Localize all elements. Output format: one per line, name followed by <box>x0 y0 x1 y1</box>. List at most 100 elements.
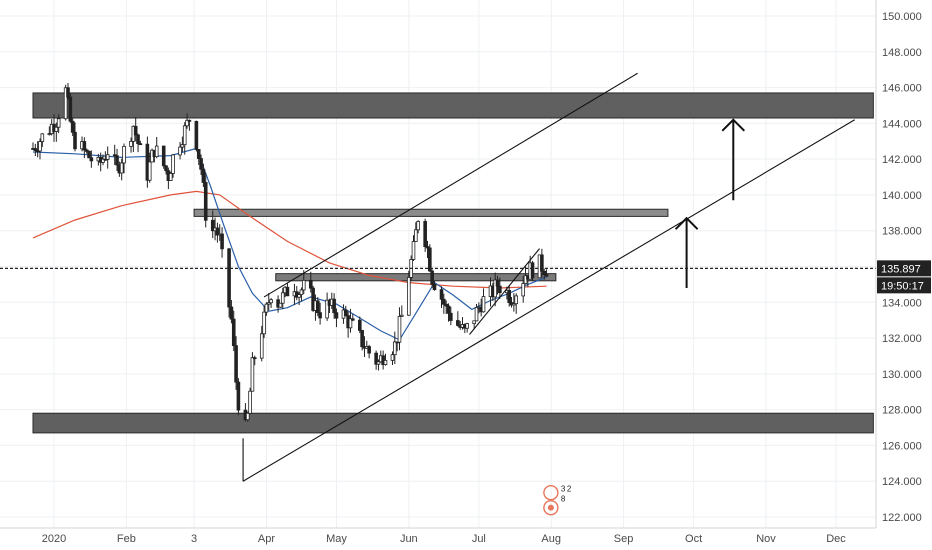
candle-up <box>40 133 45 142</box>
candle-down <box>425 246 430 249</box>
candle-down <box>308 279 313 289</box>
candle-up <box>407 277 411 316</box>
event-marker-icon: 3 28 <box>543 485 572 516</box>
y-tick-label: 142.000 <box>882 154 922 166</box>
x-tick-label: 2020 <box>42 533 66 545</box>
candle-up <box>278 302 283 308</box>
up-arrow <box>721 118 745 201</box>
candle-up <box>54 126 59 132</box>
candle-up <box>245 412 250 421</box>
candle-up <box>472 320 476 325</box>
arrow-head <box>721 118 745 132</box>
candle-up <box>147 161 152 181</box>
candle-down <box>133 125 138 136</box>
x-tick-label: Aug <box>541 533 561 545</box>
y-tick-label: 122.000 <box>882 512 922 524</box>
candle-down <box>318 312 322 319</box>
candle-down <box>332 298 336 314</box>
candle-down <box>315 300 320 314</box>
y-tick-label: 150.000 <box>882 11 922 23</box>
y-tick-label: 144.000 <box>882 118 922 130</box>
up-arrow <box>674 216 699 288</box>
y-tick-label: 132.000 <box>882 333 922 345</box>
y-tick-label: 134.000 <box>882 297 922 309</box>
trend-line <box>242 119 855 482</box>
event-ring-bottom <box>543 499 559 516</box>
candle-down <box>66 87 70 98</box>
candle-up <box>266 302 271 305</box>
candle-down <box>530 262 535 279</box>
y-tick-label: 140.000 <box>882 190 922 202</box>
candle-down <box>68 96 73 122</box>
y-tick-label: 146.000 <box>882 83 922 95</box>
y-tick-label: 128.000 <box>882 405 922 417</box>
ma-red-line <box>32 190 547 289</box>
event-badge-value: 8 <box>561 495 566 504</box>
candle-down <box>82 141 87 151</box>
candle-down <box>33 148 38 151</box>
zone-box <box>275 273 557 282</box>
candle-down <box>70 120 75 133</box>
candle-up <box>325 299 329 319</box>
candle-up <box>414 229 418 242</box>
candle-up <box>180 144 185 148</box>
candle-down <box>164 165 168 172</box>
candle-down <box>360 330 364 348</box>
candle-up <box>185 119 189 127</box>
y-tick-label: 130.000 <box>882 369 922 381</box>
candle-up <box>262 311 266 335</box>
candle-down <box>311 287 315 311</box>
candle-down <box>194 120 199 150</box>
candle-down <box>210 219 215 232</box>
price-badge-bg <box>877 260 931 277</box>
candle-down <box>428 247 432 272</box>
candle-up <box>264 303 269 313</box>
candle-down <box>201 168 206 183</box>
candle-up <box>400 314 404 317</box>
candle-down <box>203 182 208 221</box>
candle-down <box>343 309 348 317</box>
candles <box>31 82 549 422</box>
arrow-head <box>674 216 699 230</box>
trend-line <box>469 248 540 335</box>
event-badge-value: 2 <box>567 485 572 494</box>
candle-up <box>397 316 402 343</box>
candle-up <box>119 162 124 174</box>
candle-up <box>301 279 306 291</box>
candle-down <box>498 285 502 294</box>
candle-up <box>383 359 388 366</box>
candle-up <box>250 357 255 392</box>
zones <box>32 92 874 434</box>
x-tick-label: Jul <box>472 533 486 545</box>
candle-down <box>236 381 241 411</box>
y-tick-label: 126.000 <box>882 440 922 452</box>
candle-up <box>154 145 159 158</box>
x-tick-label: Apr <box>258 533 275 545</box>
candle-up <box>390 354 395 361</box>
candle-up <box>105 154 110 160</box>
candle-down <box>507 289 511 303</box>
candle-up <box>521 283 525 297</box>
candle-down <box>423 221 427 247</box>
candle-up <box>512 303 516 306</box>
candle-down <box>495 279 500 287</box>
candle-up <box>269 299 273 304</box>
candle-down <box>456 320 460 326</box>
candle-down <box>112 154 117 157</box>
candle-up <box>393 341 397 356</box>
candle-down <box>161 145 166 167</box>
candle-down <box>544 274 549 277</box>
current-price-label: 135.897 <box>881 263 921 275</box>
y-tick-label: 124.000 <box>882 476 922 488</box>
candle-up <box>178 146 182 156</box>
candle-down <box>187 119 192 122</box>
candle-down <box>540 254 544 272</box>
zone-box <box>193 208 669 217</box>
zone-box <box>32 92 874 119</box>
candle-up <box>122 146 126 164</box>
candle-up <box>465 323 469 329</box>
candle-down <box>442 298 446 305</box>
